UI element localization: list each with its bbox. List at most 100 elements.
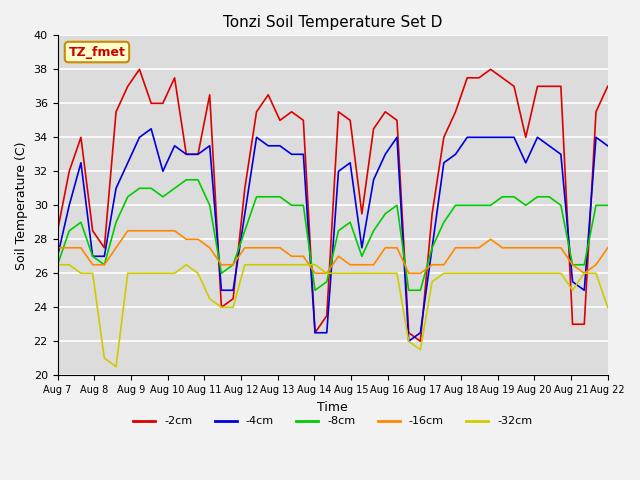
-32cm <box>311 262 319 268</box>
-4cm <box>136 134 143 140</box>
-4cm <box>171 143 179 149</box>
-32cm <box>159 270 166 276</box>
-4cm <box>100 253 108 259</box>
-4cm <box>417 330 424 336</box>
-2cm <box>253 109 260 115</box>
-16cm <box>54 245 61 251</box>
-32cm <box>604 304 612 310</box>
-4cm <box>499 134 506 140</box>
Text: TZ_fmet: TZ_fmet <box>68 46 125 59</box>
-16cm <box>124 228 132 234</box>
-16cm <box>136 228 143 234</box>
-8cm <box>311 288 319 293</box>
-32cm <box>288 262 296 268</box>
-2cm <box>147 100 155 106</box>
-32cm <box>393 270 401 276</box>
-32cm <box>358 270 365 276</box>
-8cm <box>452 203 460 208</box>
-4cm <box>112 185 120 191</box>
-8cm <box>171 185 179 191</box>
-4cm <box>370 177 378 183</box>
-4cm <box>335 168 342 174</box>
-4cm <box>358 245 365 251</box>
Legend: -2cm, -4cm, -8cm, -16cm, -32cm: -2cm, -4cm, -8cm, -16cm, -32cm <box>129 412 536 431</box>
-2cm <box>218 304 225 310</box>
-8cm <box>440 219 447 225</box>
-32cm <box>206 296 214 301</box>
-16cm <box>241 245 249 251</box>
-2cm <box>65 168 73 174</box>
-8cm <box>100 262 108 268</box>
-8cm <box>288 203 296 208</box>
-4cm <box>65 203 73 208</box>
-8cm <box>65 228 73 234</box>
-2cm <box>311 330 319 336</box>
-2cm <box>89 228 97 234</box>
-16cm <box>522 245 529 251</box>
-8cm <box>463 203 471 208</box>
-32cm <box>182 262 190 268</box>
-32cm <box>545 270 553 276</box>
-16cm <box>452 245 460 251</box>
-16cm <box>147 228 155 234</box>
-32cm <box>89 270 97 276</box>
-16cm <box>335 253 342 259</box>
-4cm <box>124 160 132 166</box>
-32cm <box>557 270 564 276</box>
-4cm <box>89 253 97 259</box>
-16cm <box>182 236 190 242</box>
-8cm <box>253 194 260 200</box>
-4cm <box>452 151 460 157</box>
-16cm <box>171 228 179 234</box>
-4cm <box>569 279 577 285</box>
-16cm <box>264 245 272 251</box>
-16cm <box>440 262 447 268</box>
-32cm <box>136 270 143 276</box>
-32cm <box>253 262 260 268</box>
-8cm <box>569 262 577 268</box>
-32cm <box>323 270 331 276</box>
-4cm <box>253 134 260 140</box>
-2cm <box>136 66 143 72</box>
-8cm <box>510 194 518 200</box>
-4cm <box>206 143 214 149</box>
-4cm <box>557 151 564 157</box>
-16cm <box>592 262 600 268</box>
-8cm <box>124 194 132 200</box>
-4cm <box>311 330 319 336</box>
-2cm <box>417 338 424 344</box>
-2cm <box>510 84 518 89</box>
-8cm <box>405 288 413 293</box>
-8cm <box>499 194 506 200</box>
-4cm <box>440 160 447 166</box>
-8cm <box>557 203 564 208</box>
-16cm <box>112 245 120 251</box>
-2cm <box>452 109 460 115</box>
-8cm <box>112 219 120 225</box>
-8cm <box>545 194 553 200</box>
-32cm <box>510 270 518 276</box>
-32cm <box>452 270 460 276</box>
-4cm <box>545 143 553 149</box>
-2cm <box>592 109 600 115</box>
X-axis label: Time: Time <box>317 400 348 413</box>
-8cm <box>206 203 214 208</box>
-4cm <box>300 151 307 157</box>
-32cm <box>487 270 495 276</box>
-32cm <box>218 304 225 310</box>
-32cm <box>428 279 436 285</box>
-16cm <box>370 262 378 268</box>
-32cm <box>54 262 61 268</box>
-2cm <box>159 100 166 106</box>
-16cm <box>381 245 389 251</box>
-4cm <box>323 330 331 336</box>
-8cm <box>417 288 424 293</box>
-2cm <box>346 118 354 123</box>
-2cm <box>393 118 401 123</box>
-32cm <box>264 262 272 268</box>
-32cm <box>440 270 447 276</box>
-2cm <box>487 66 495 72</box>
-2cm <box>241 185 249 191</box>
-2cm <box>370 126 378 132</box>
-2cm <box>100 245 108 251</box>
